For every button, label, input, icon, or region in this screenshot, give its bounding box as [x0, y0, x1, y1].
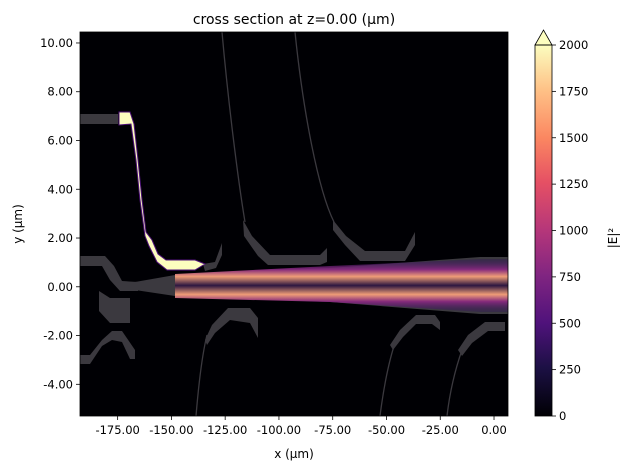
y-axis-label: y (μm) [11, 204, 25, 244]
colorbar-label: |E|² [606, 228, 620, 249]
chart-title: cross section at z=0.00 (μm) [193, 12, 395, 28]
x-tick-label: 0.00 [481, 423, 507, 437]
structure-bend-6 [458, 322, 505, 356]
structure-bend-3 [333, 220, 415, 261]
thin-lines [195, 32, 463, 416]
x-tick-label: -175.00 [95, 423, 139, 437]
thin-line-4 [379, 339, 397, 416]
structure-bend-2 [243, 220, 327, 265]
x-axis-label: x (μm) [274, 447, 314, 461]
x-tick-label: -75.00 [314, 423, 351, 437]
colorbar-tick-label: 1500 [559, 131, 588, 145]
structure-bend-5 [390, 315, 440, 350]
x-tick-label: -100.00 [257, 423, 301, 437]
colorbar-extend-arrow [534, 29, 553, 46]
structure-bend-4 [205, 308, 258, 345]
colorbar-tick-label: 750 [559, 270, 581, 284]
x-tick-label: -150.00 [149, 423, 193, 437]
structure-lower-left-bend [80, 331, 135, 364]
y-tick-label: 8.00 [47, 85, 73, 99]
structure-left-bend [80, 256, 138, 291]
colorbar-tick-label: 1750 [559, 84, 588, 98]
colorbar-tick-label: 1000 [559, 224, 588, 238]
colorbar-tick-label: 250 [559, 363, 581, 377]
x-tick-label: -50.00 [368, 423, 405, 437]
colorbar-tick-label: 2000 [559, 38, 588, 52]
field-background [80, 32, 508, 416]
colorbar-gradient [535, 45, 552, 416]
x-tick-label: -125.00 [203, 423, 247, 437]
x-tick-label: -25.00 [422, 423, 459, 437]
y-tick-label: -2.00 [43, 329, 73, 343]
structure-bend-1 [203, 243, 222, 271]
x-axis: -175.00 -150.00 -125.00 -100.00 -75.00 -50.00… [95, 416, 507, 437]
y-tick-label: 4.00 [47, 182, 73, 196]
structure-top-left-waveguide [80, 114, 118, 124]
y-tick-label: -4.00 [43, 377, 73, 391]
field-main-beam [175, 259, 508, 312]
heatmap-field [80, 32, 508, 416]
thin-line-5 [446, 349, 463, 416]
thin-line-3 [195, 334, 208, 416]
colorbar: 0 250 500 750 1000 1250 1500 1750 2000 |E|² [534, 29, 620, 423]
y-tick-label: 2.00 [47, 231, 73, 245]
thin-line-2 [294, 32, 335, 223]
colorbar-tick-label: 1250 [559, 177, 588, 191]
field-input-bright [118, 111, 207, 271]
structure-block [99, 291, 130, 323]
colorbar-tick-label: 500 [559, 316, 581, 330]
y-tick-label: 10.00 [40, 36, 73, 50]
colorbar-tick-label: 0 [559, 409, 566, 423]
y-axis: -4.00 -2.00 0.00 2.00 4.00 6.00 8.00 10.00 [40, 36, 80, 391]
thin-line-1 [221, 32, 246, 223]
plot-frame [79, 31, 509, 417]
y-tick-label: 0.00 [47, 280, 73, 294]
y-tick-label: 6.00 [47, 133, 73, 147]
